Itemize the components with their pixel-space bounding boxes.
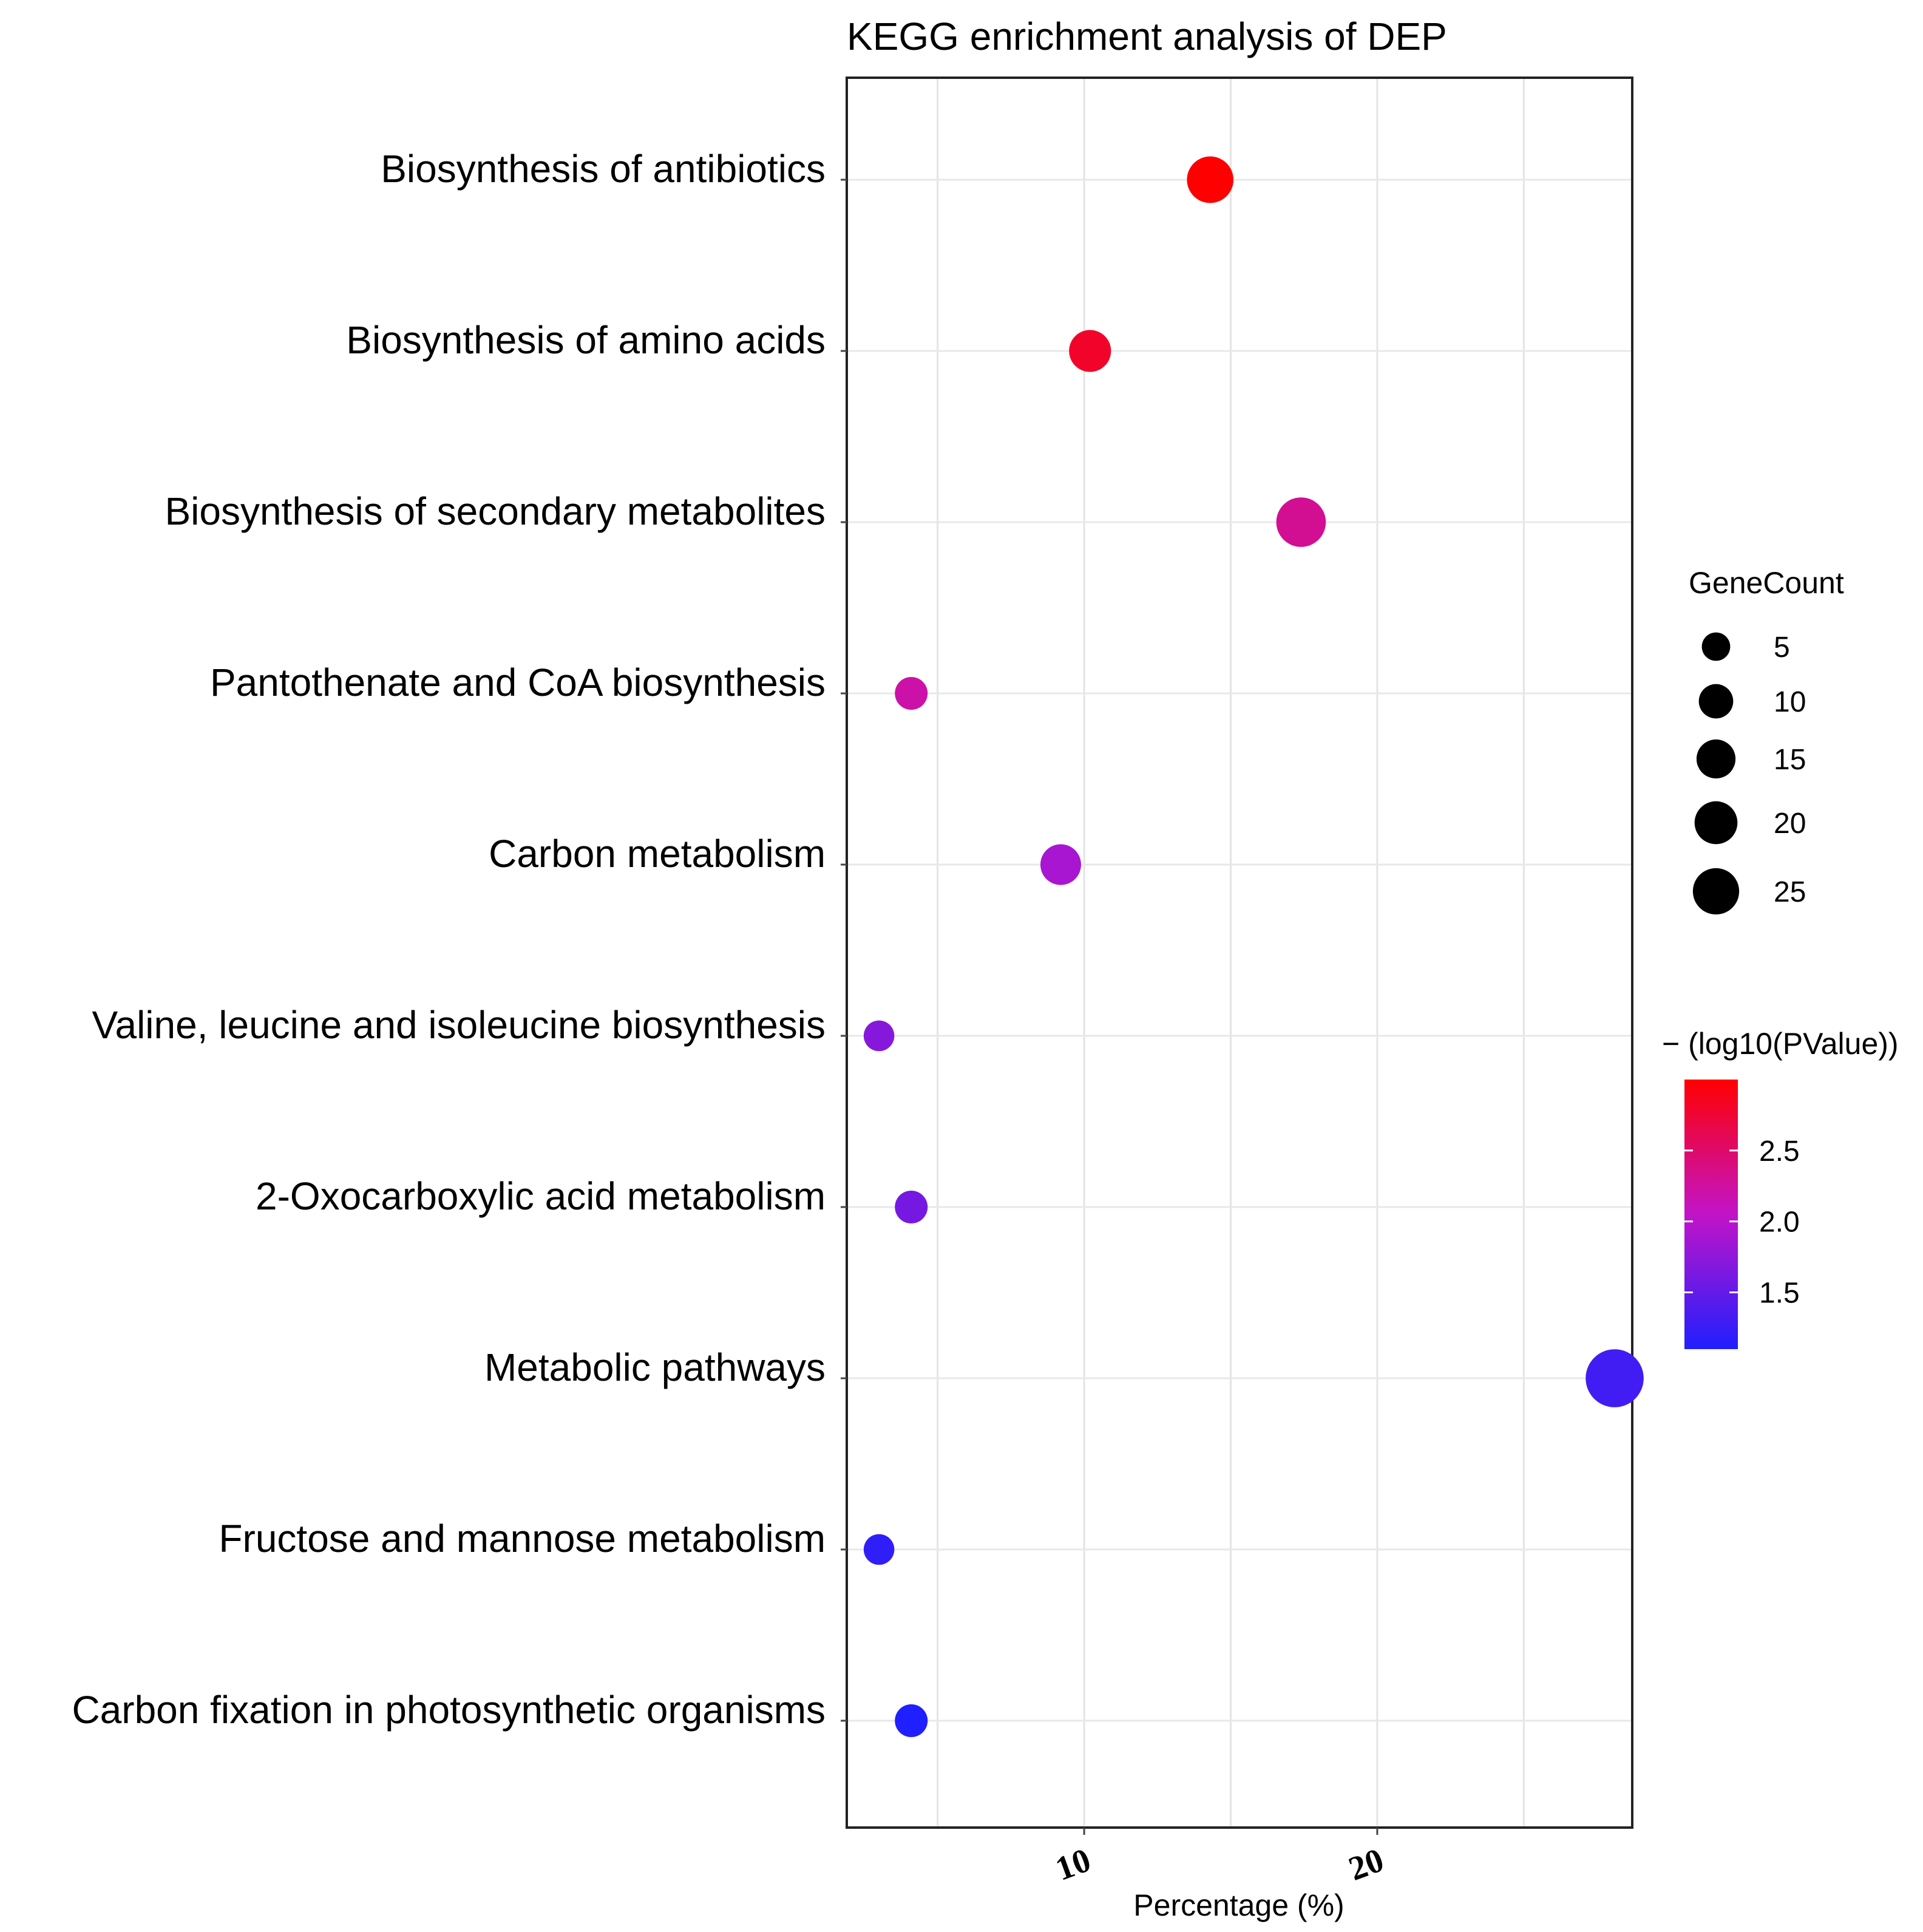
y-tick-label: Carbon metabolism: [489, 832, 826, 876]
data-point: [1187, 156, 1234, 203]
data-point: [895, 1704, 928, 1737]
y-tick-label: Carbon fixation in photosynthetic organi…: [72, 1688, 826, 1732]
size-legend-dot: [1692, 868, 1740, 915]
size-legend-label: 20: [1774, 808, 1806, 840]
data-point: [895, 1191, 928, 1223]
size-legend: GeneCount 5 10 15 20 25: [1689, 566, 1844, 915]
data-point: [863, 1020, 895, 1052]
data-point: [895, 677, 928, 710]
data-point: [1040, 844, 1081, 885]
colorbar-tick-label: 1.5: [1759, 1277, 1800, 1310]
size-legend-label: 25: [1774, 876, 1806, 908]
size-legend-dot: [1701, 632, 1731, 661]
plot-border: [846, 77, 1633, 1829]
colorbar: [1684, 1080, 1738, 1349]
size-legend-label: 15: [1774, 744, 1806, 776]
size-legend-label: 5: [1774, 631, 1790, 664]
y-tick-label: Fructose and mannose metabolism: [219, 1517, 826, 1560]
size-legend-dot: [1694, 801, 1738, 845]
y-tick-label: Metabolic pathways: [484, 1345, 826, 1389]
color-legend-title: − (log10(PValue)): [1662, 1027, 1899, 1061]
plot-grid: [847, 78, 1632, 1828]
chart-title: KEGG enrichment analysis of DEP: [847, 15, 1447, 58]
colorbar-tick-label: 2.5: [1759, 1135, 1800, 1168]
y-axis: Biosynthesis of antibiotics Biosynthesis …: [72, 147, 847, 1732]
data-point: [1069, 330, 1111, 372]
y-tick-label: Biosynthesis of amino acids: [346, 318, 826, 362]
x-axis-label: Percentage (%): [1133, 1888, 1344, 1922]
y-tick-label: Biosynthesis of antibiotics: [381, 147, 826, 191]
size-legend-label: 10: [1774, 686, 1806, 718]
data-point: [1586, 1349, 1644, 1407]
size-legend-dot: [1696, 739, 1736, 779]
data-point: [1276, 497, 1326, 547]
data-point: [863, 1534, 895, 1565]
size-legend-title: GeneCount: [1689, 566, 1844, 600]
y-tick-label: Pantothenate and CoA biosynthesis: [210, 661, 826, 704]
colorbar-tick-label: 2.0: [1759, 1206, 1800, 1239]
data-points: [863, 156, 1644, 1737]
size-legend-dot: [1698, 684, 1734, 719]
y-tick-label: Valine, leucine and isoleucine biosynthe…: [92, 1003, 826, 1047]
y-tick-label: 2-Oxocarboxylic acid metabolism: [256, 1174, 826, 1218]
y-tick-label: Biosynthesis of secondary metabolites: [164, 489, 826, 533]
color-legend: − (log10(PValue)) 1.5 2.0 2.5: [1662, 1027, 1899, 1349]
